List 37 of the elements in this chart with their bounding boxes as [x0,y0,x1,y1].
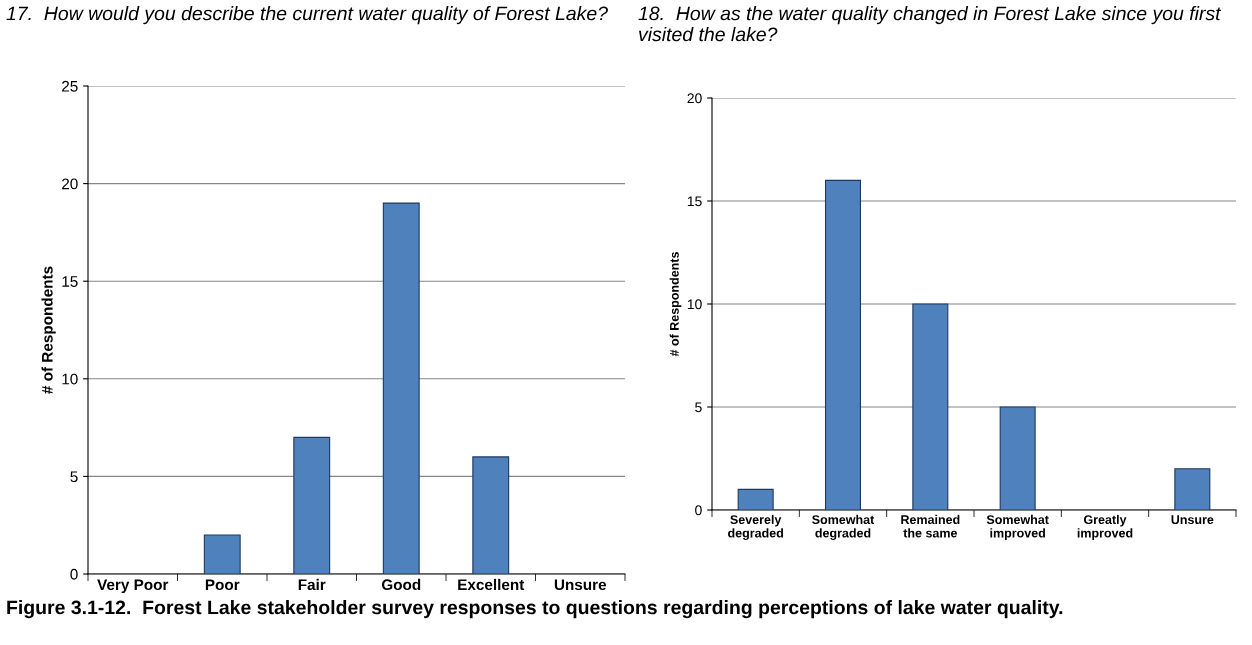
bar [1174,468,1211,510]
y-tick-label: 20 [687,93,702,104]
chart-title: 17. How would you describe the current water quality of Forest Lake? [6,6,608,25]
x-tick-label: Unsure [554,579,607,591]
y-tick-label: 20 [62,178,78,190]
y-tick-label: 15 [62,276,78,287]
y-tick-label: 0 [695,505,702,516]
y-axis-title: # of Respondents [41,266,56,394]
y-tick-label: 10 [62,373,78,385]
x-tick-label: Severely degraded [728,514,783,541]
x-tick-label: Good [381,578,421,591]
x-tick-label: Greatly improved [1077,514,1133,540]
x-tick-label: Somewhat degraded [812,514,875,541]
bar [293,436,331,574]
x-tick-label: Unsure [1171,515,1214,525]
x-tick-label: Poor [205,579,240,591]
y-tick-label: 10 [687,299,702,310]
x-tick-label: Remained the same [901,514,960,538]
bar [999,406,1036,510]
y-tick-label: 25 [62,80,78,92]
caption: Figure 3.1-12. Forest Lake stakeholder survey responses to questions regarding perceptions of lake water quality. [7,600,1063,619]
y-tick-label: 15 [687,196,702,207]
y-tick-label: 5 [70,471,78,483]
bar [912,303,949,510]
y-tick-label: 0 [70,568,78,580]
x-tick-label: Somewhat improved [986,514,1049,540]
x-tick-label: Very Poor [97,579,169,594]
y-tick-label: 5 [695,402,702,413]
bar [382,202,420,574]
x-tick-label: Fair [298,578,326,591]
x-tick-label: Excellent [458,578,525,591]
bar [203,534,241,574]
y-axis-title: # of Respondents [669,252,682,357]
bar [472,456,510,574]
bar [737,488,774,510]
chart-title: 18. How as the water quality changed in Forest Lake since you first visited the lake? [638,6,1222,42]
bar [824,179,862,510]
